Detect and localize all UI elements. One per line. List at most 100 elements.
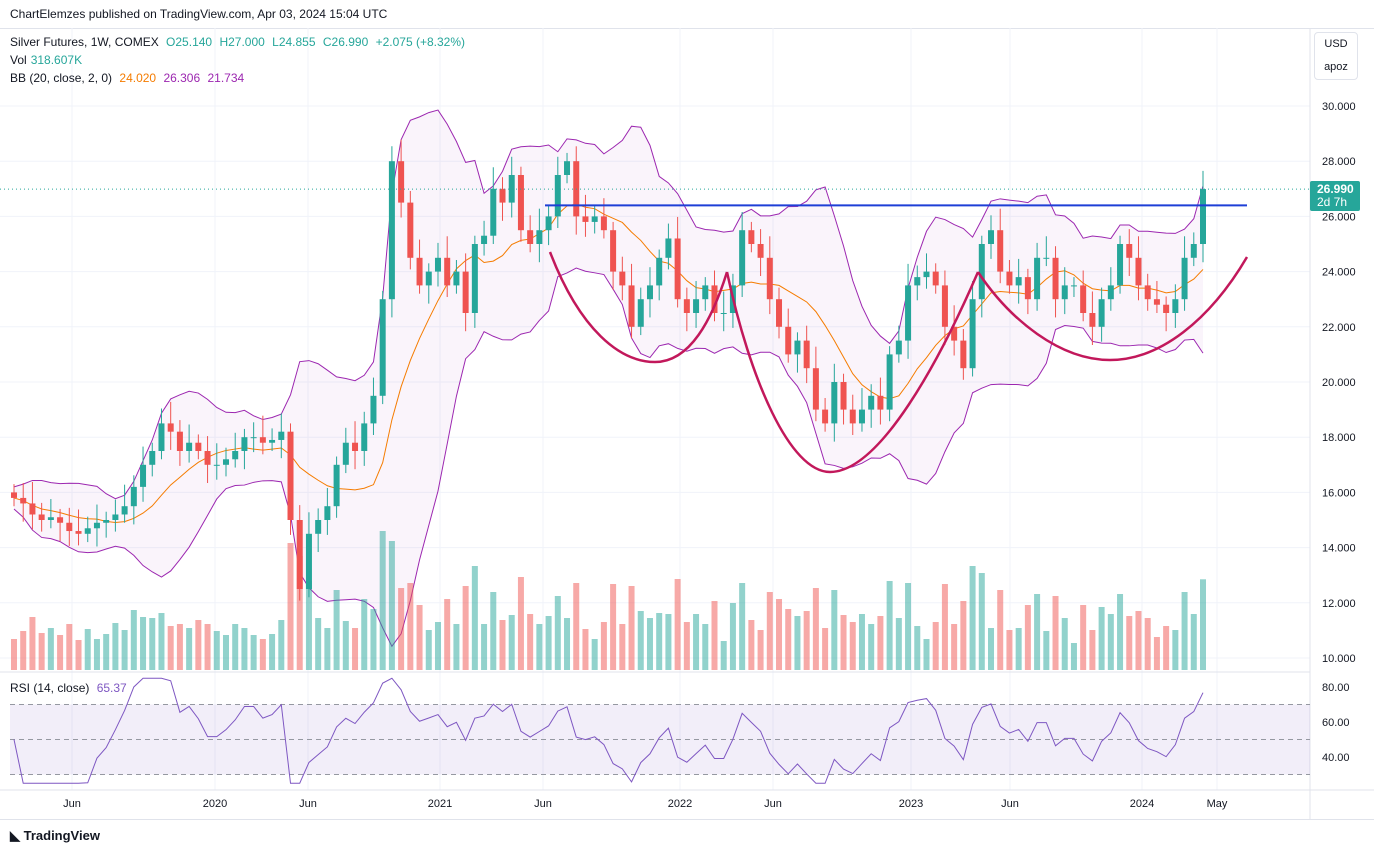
- vol-label: Vol: [10, 53, 27, 67]
- volume-bar: [158, 613, 165, 670]
- volume-bar: [628, 586, 635, 670]
- volume-bar: [222, 635, 229, 670]
- candle-body: [858, 409, 865, 424]
- volume-bar: [315, 618, 322, 670]
- time-tick: Jun: [299, 798, 317, 810]
- volume-bar: [278, 620, 285, 670]
- candle-body: [407, 202, 414, 258]
- volume-bar: [398, 588, 405, 670]
- candle-body: [444, 257, 451, 286]
- candle-body: [250, 437, 257, 439]
- price-tick: 22.000: [1322, 322, 1356, 334]
- volume-bar: [1181, 592, 1188, 670]
- price-tick: 30.000: [1322, 101, 1356, 113]
- volume-bar: [296, 556, 303, 670]
- candle-body: [1181, 257, 1188, 300]
- candle-body: [213, 464, 220, 466]
- candle-body: [11, 492, 17, 498]
- volume-bar: [803, 611, 810, 670]
- candle-body: [674, 238, 681, 300]
- time-tick: 2021: [428, 798, 452, 810]
- volume-bar: [573, 583, 580, 670]
- rsi-tick: 80.00: [1322, 682, 1350, 694]
- bollinger-bands: [13, 109, 1204, 648]
- candle-body: [1024, 277, 1031, 300]
- candle-body: [232, 451, 239, 460]
- volume-bar: [324, 628, 331, 670]
- volume-bar: [1070, 643, 1077, 670]
- candle-body: [186, 442, 193, 451]
- time-tick: 2020: [203, 798, 227, 810]
- candle-body: [47, 517, 54, 520]
- volume-bar: [250, 635, 257, 670]
- candle-body: [951, 326, 958, 341]
- volume-bar: [47, 628, 54, 670]
- symbol-label: Silver Futures, 1W, COMEX: [10, 35, 159, 49]
- volume-bar: [425, 630, 432, 670]
- volume-bar: [646, 618, 653, 670]
- volume-bar: [1190, 614, 1197, 670]
- candle-body: [1052, 257, 1059, 300]
- candle-body: [241, 437, 248, 451]
- volume-bar: [932, 622, 939, 670]
- time-tick: Jun: [63, 798, 81, 810]
- high-value: H27.000: [219, 35, 265, 49]
- volume-bar: [545, 616, 552, 670]
- time-axis-ticks: Jun 2020 Jun 2021 Jun 2022 Jun 2023 Jun 2024 May: [63, 798, 1228, 810]
- candle-body: [176, 431, 183, 451]
- volume-bar: [407, 583, 414, 670]
- tradingview-logo[interactable]: ◣ TradingView: [10, 828, 100, 844]
- volume-bar: [582, 629, 589, 670]
- candle-body: [278, 431, 285, 440]
- candle-body: [766, 257, 773, 300]
- volume-bar: [517, 577, 524, 670]
- time-tick: 2022: [668, 798, 692, 810]
- volume-bar: [951, 624, 958, 670]
- volume-bar: [969, 566, 976, 670]
- candle-body: [38, 514, 45, 520]
- volume-bar: [508, 615, 515, 670]
- candle-body: [287, 431, 294, 520]
- price-tick: 12.000: [1322, 598, 1356, 610]
- candle-body: [1172, 299, 1179, 313]
- volume-bar: [1034, 594, 1041, 670]
- volume-bar: [204, 624, 211, 670]
- candle-body: [103, 520, 110, 523]
- time-tick: May: [1207, 798, 1228, 810]
- volume-bar: [370, 609, 377, 670]
- volume-bars: [11, 531, 1206, 670]
- candle-body: [305, 533, 312, 589]
- price-tick: 26.000: [1322, 211, 1356, 223]
- candle-body: [564, 161, 571, 175]
- volume-bar: [1052, 596, 1059, 670]
- candle-body: [1153, 299, 1160, 305]
- candle-body: [637, 299, 644, 327]
- price-tick: 10.000: [1322, 653, 1356, 665]
- volume-bar: [554, 596, 561, 670]
- volume-bar: [499, 620, 506, 670]
- candle-body: [812, 368, 819, 410]
- candle-body: [361, 423, 368, 451]
- bb-label: BB (20, close, 2, 0): [10, 71, 113, 85]
- upper-band: [13, 109, 1204, 500]
- candle-body: [1034, 257, 1041, 300]
- volume-bar: [112, 623, 119, 670]
- candle-body: [130, 486, 137, 507]
- open-value: O25.140: [166, 35, 213, 49]
- legend-volume: Vol 318.607K: [10, 53, 86, 67]
- candle-body: [711, 285, 718, 313]
- currency-button[interactable]: USD apoz: [1314, 32, 1358, 80]
- volume-bar: [66, 624, 73, 670]
- candle-body: [352, 442, 359, 451]
- volume-bar: [591, 639, 598, 670]
- volume-bar: [886, 581, 893, 670]
- candle-body: [259, 437, 266, 443]
- volume-bar: [1089, 630, 1096, 670]
- volume-bar: [1144, 618, 1151, 670]
- volume-bar: [490, 592, 497, 670]
- basis-line: [13, 203, 1204, 523]
- volume-bar: [232, 624, 239, 670]
- candle-body: [536, 230, 543, 244]
- volume-bar: [1006, 630, 1013, 670]
